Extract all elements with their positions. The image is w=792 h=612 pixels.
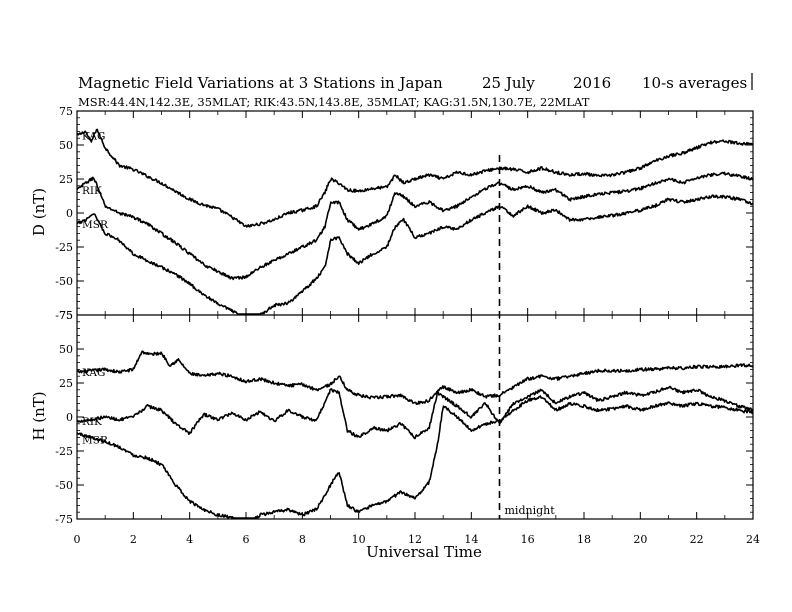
axis-ticks	[76, 110, 754, 520]
x-tick-label: 22	[690, 533, 704, 546]
x-tick-label: 20	[633, 533, 647, 546]
x-tick-label: 16	[521, 533, 535, 546]
midnight-label: midnight	[505, 504, 556, 517]
station-label-msr: MSR	[82, 219, 109, 231]
station-label-msr: MSR	[82, 434, 109, 446]
y-tick-label: 25	[59, 173, 73, 186]
station-label-kag: KAG	[82, 130, 105, 142]
x-tick-label: 18	[577, 533, 591, 546]
x-tick-label: 10	[352, 533, 366, 546]
chart-title-year: 2016	[573, 74, 611, 92]
y-tick-label: -25	[55, 241, 73, 254]
midnight-marker: midnight	[498, 155, 556, 519]
series-line-kag	[76, 128, 754, 228]
x-tick-label: 12	[408, 533, 422, 546]
series-line-kag	[76, 350, 754, 406]
y-tick-label: 0	[66, 411, 73, 424]
series-lines	[76, 128, 754, 519]
x-tick-label: 24	[746, 533, 760, 546]
chart-subtitle-stations: MSR:44.4N,142.3E, 35MLAT; RIK:43.5N,143.…	[78, 95, 590, 109]
x-tick-label: 2	[130, 533, 137, 546]
series-line-rik	[76, 171, 754, 281]
y-tick-label: -25	[55, 445, 73, 458]
x-tick-label: 6	[243, 533, 250, 546]
y-tick-label: -50	[55, 479, 73, 492]
station-label-kag: KAG	[82, 367, 105, 379]
y-tick-label: -75	[55, 513, 73, 526]
chart-title-date: 25 July	[482, 74, 535, 92]
x-tick-label: 14	[464, 533, 478, 546]
chart-title: Magnetic Field Variations at 3 Stations …	[78, 74, 443, 92]
y-tick-label: 50	[59, 139, 73, 152]
series-line-rik	[76, 385, 754, 440]
chart-title-averages: 10-s averages	[642, 74, 747, 92]
x-tick-label: 4	[186, 533, 193, 546]
y-tick-label: 25	[59, 377, 73, 390]
y-tick-label: 50	[59, 343, 73, 356]
y-tick-label: -50	[55, 275, 73, 288]
y-axis-label-d: D (nT)	[30, 188, 48, 236]
series-line-msr	[76, 395, 754, 519]
y-tick-label: 0	[66, 207, 73, 220]
x-axis-label: Universal Time	[366, 543, 482, 561]
x-tick-label: 8	[299, 533, 306, 546]
station-label-rik: RIK	[82, 185, 102, 197]
y-tick-label: -75	[55, 309, 73, 322]
station-label-rik: RIK	[82, 416, 102, 428]
y-axis-label-h: H (nT)	[30, 391, 48, 440]
tick-labels: 75 50 25 0 -25 -50 -75 KAG RIK MSR 75 50 25 0 -25 -50 -7…	[55, 105, 760, 546]
y-tick-label: 75	[59, 105, 73, 118]
y-tick-label: 75	[59, 309, 73, 322]
x-tick-label: 0	[74, 533, 81, 546]
series-line-msr	[76, 194, 754, 315]
